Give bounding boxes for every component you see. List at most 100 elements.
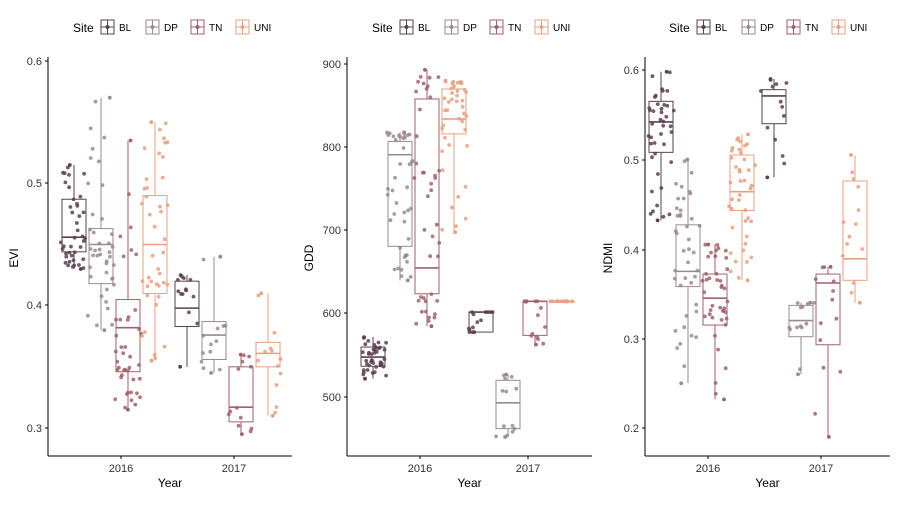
- data-point: [849, 153, 853, 157]
- data-point: [127, 365, 132, 370]
- data-point: [138, 395, 142, 400]
- data-point: [686, 260, 690, 265]
- box-uni-2017: [255, 291, 283, 418]
- data-point: [694, 302, 699, 307]
- legend-key-point: [404, 25, 409, 29]
- data-point: [780, 105, 785, 109]
- data-point: [360, 350, 365, 355]
- data-point: [78, 245, 83, 249]
- x-axis-label: Year: [158, 476, 182, 490]
- data-point: [467, 327, 472, 332]
- data-point: [402, 210, 407, 215]
- data-point: [162, 344, 167, 349]
- data-point: [381, 364, 386, 369]
- data-point: [62, 171, 67, 176]
- data-point: [828, 265, 833, 269]
- data-point: [490, 310, 495, 314]
- data-point: [373, 345, 378, 350]
- data-point: [81, 257, 86, 262]
- data-point: [123, 345, 128, 349]
- data-point: [435, 299, 440, 303]
- data-point: [156, 267, 161, 271]
- legend-key-point: [195, 25, 200, 29]
- data-point: [100, 183, 105, 188]
- data-point: [722, 397, 726, 402]
- data-point: [433, 312, 437, 317]
- data-point: [407, 162, 412, 167]
- data-point: [131, 377, 136, 382]
- data-point: [472, 330, 477, 334]
- data-point: [700, 278, 705, 283]
- data-point: [510, 423, 515, 428]
- data-point: [421, 296, 426, 300]
- data-point: [784, 81, 789, 85]
- data-point: [422, 228, 427, 232]
- data-point: [683, 276, 688, 280]
- data-point: [405, 278, 410, 283]
- data-point: [650, 155, 654, 160]
- data-point: [436, 254, 440, 259]
- data-point: [366, 339, 371, 343]
- data-point: [118, 317, 123, 322]
- data-point: [142, 330, 147, 334]
- data-point: [713, 333, 717, 338]
- data-point: [363, 376, 367, 381]
- data-point: [860, 247, 865, 251]
- box-bl-2016: [59, 163, 87, 271]
- data-point: [429, 292, 434, 296]
- y-tick-label: 0.3: [624, 334, 639, 346]
- legend-title: Site: [669, 21, 690, 35]
- data-point: [248, 429, 253, 434]
- data-point: [749, 219, 754, 224]
- data-point: [107, 241, 111, 246]
- data-point: [382, 357, 387, 362]
- data-point: [187, 310, 191, 315]
- data-point: [221, 324, 226, 328]
- box-iqr: [441, 88, 467, 135]
- data-point: [746, 132, 750, 137]
- data-point: [201, 351, 205, 355]
- data-point: [159, 209, 163, 214]
- data-point: [88, 247, 93, 251]
- data-point: [114, 317, 118, 322]
- data-point: [770, 84, 775, 89]
- data-point: [433, 173, 437, 178]
- data-point: [104, 300, 108, 304]
- data-point: [140, 201, 144, 206]
- box-iqr: [815, 273, 841, 346]
- legend-key-point: [240, 25, 245, 29]
- data-point: [401, 146, 406, 150]
- data-point: [782, 114, 786, 118]
- data-point: [840, 253, 845, 258]
- data-point: [737, 147, 742, 152]
- data-point: [129, 248, 134, 252]
- data-point: [416, 79, 420, 84]
- legend: Site BL DP TN UNI: [73, 19, 271, 35]
- data-point: [503, 435, 507, 439]
- data-point: [414, 134, 419, 139]
- y-axis-label: NDMI: [601, 243, 615, 274]
- data-point: [723, 322, 728, 327]
- data-point: [95, 253, 100, 258]
- data-point: [729, 155, 734, 160]
- data-point: [111, 263, 116, 267]
- legend-item-bl: BL: [100, 19, 132, 35]
- data-point: [160, 175, 165, 180]
- data-point: [119, 345, 124, 349]
- data-point: [541, 341, 546, 346]
- data-point: [67, 173, 71, 177]
- data-point: [737, 193, 742, 197]
- data-point: [548, 299, 553, 304]
- data-point: [715, 278, 719, 282]
- data-point: [78, 194, 83, 199]
- data-point: [140, 334, 145, 338]
- data-point: [437, 168, 441, 173]
- data-point: [428, 95, 433, 100]
- data-point: [730, 197, 735, 202]
- data-point: [119, 375, 123, 380]
- data-point: [71, 258, 76, 263]
- data-point: [228, 409, 233, 414]
- data-point: [429, 181, 434, 186]
- data-point: [710, 303, 715, 308]
- data-point: [795, 325, 799, 330]
